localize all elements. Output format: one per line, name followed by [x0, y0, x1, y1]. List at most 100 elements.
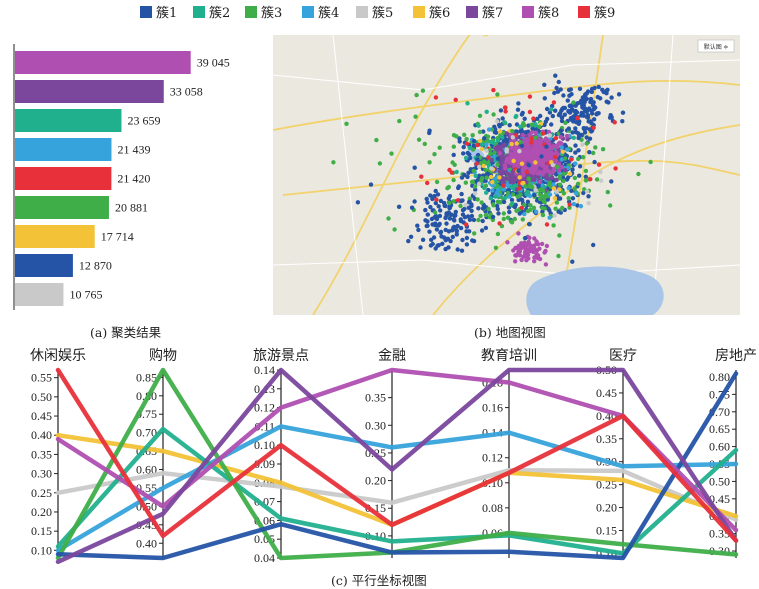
poi-point [462, 132, 467, 137]
bar-簇1 [15, 254, 73, 277]
map-control-label[interactable]: 默认图 ≑ [704, 43, 729, 51]
axis-tick-label: 0.16 [482, 401, 503, 415]
poi-point [551, 186, 557, 191]
poi-point [539, 241, 545, 247]
poi-point [458, 203, 463, 209]
poi-point [567, 109, 572, 114]
axis-tick-label: 0.50 [31, 390, 52, 404]
poi-point [397, 118, 402, 124]
poi-point [532, 140, 538, 145]
bar-value-label: 23 659 [127, 114, 160, 128]
map-control-box[interactable] [697, 39, 735, 53]
poi-point [592, 104, 597, 110]
poi-point [526, 123, 531, 128]
poi-point [575, 181, 581, 186]
poi-point [476, 181, 482, 187]
poi-point [502, 120, 507, 125]
poi-point [540, 212, 546, 218]
legend-swatch [302, 6, 314, 18]
poi-point [534, 241, 539, 247]
axis-tick-label: 0.07 [254, 495, 275, 509]
poi-point [609, 115, 614, 120]
caption-b: (b) 地图视图 [474, 325, 546, 340]
poi-point [528, 203, 533, 208]
poi-point [594, 177, 600, 182]
poi-point [491, 112, 496, 117]
poi-point [445, 236, 451, 241]
poi-point [518, 124, 523, 129]
poi-point [542, 96, 547, 101]
axis-tick-label: 0.20 [365, 474, 386, 488]
poi-point [453, 97, 458, 102]
poi-point [471, 217, 477, 223]
poi-point [520, 217, 525, 222]
poi-point [512, 216, 517, 222]
poi-point [480, 142, 485, 147]
map-control[interactable]: 默认图 ≑ [697, 39, 735, 53]
poi-point [454, 169, 459, 175]
legend-swatch [522, 6, 534, 18]
poi-point [475, 197, 480, 202]
poi-point [613, 166, 618, 171]
poi-point [408, 234, 414, 239]
poi-point [535, 116, 540, 122]
map-minor-roads [273, 35, 740, 315]
poi-point [531, 126, 537, 132]
poi-point [532, 193, 537, 198]
poi-point [464, 136, 469, 142]
poi-point [545, 116, 550, 122]
poi-point [513, 133, 519, 138]
poi-point [470, 133, 475, 138]
poi-point [483, 183, 489, 188]
poi-point [544, 106, 550, 112]
poi-point [507, 194, 512, 199]
poi-point [586, 201, 591, 206]
poi-point [462, 206, 467, 212]
poi-point [484, 175, 489, 180]
bar-value-label: 33 058 [170, 85, 203, 99]
poi-point [423, 207, 428, 213]
poi-point [470, 147, 476, 152]
poi-point [596, 162, 602, 167]
poi-point [433, 200, 438, 206]
poi-point [507, 123, 512, 128]
poi-point [580, 95, 586, 100]
poi-point [582, 109, 587, 114]
poi-point [595, 94, 600, 100]
poi-point [467, 145, 472, 151]
poi-point [544, 174, 549, 179]
poi-point [533, 130, 539, 135]
poi-point [497, 129, 503, 134]
poi-point [573, 112, 578, 118]
poi-point [529, 122, 535, 127]
poi-point [493, 130, 499, 135]
poi-point [514, 141, 519, 146]
poi-point [483, 178, 488, 184]
poi-point [495, 162, 500, 167]
map-view[interactable]: 默认图 ≑ [273, 35, 740, 315]
poi-point [513, 144, 518, 149]
poi-point [438, 229, 444, 235]
poi-point [576, 148, 581, 153]
poi-point [549, 122, 554, 127]
legend-label: 簇5 [372, 6, 394, 21]
poi-point [534, 252, 539, 257]
axis-label: 购物 [149, 348, 177, 364]
poi-point [529, 140, 534, 145]
axis-tick-label: 0.65 [709, 422, 730, 436]
poi-point [648, 159, 653, 165]
poi-point [554, 164, 560, 169]
poi-point [445, 186, 450, 191]
poi-point [563, 120, 568, 126]
poi-point [572, 186, 577, 191]
poi-point [579, 111, 584, 117]
poi-point [497, 221, 502, 226]
poi-point [450, 234, 455, 240]
parallel-coordinates-chart: 休闲娱乐 0.10 0.15 0.20 0.25 0.30 0.35 0.40 0.45 0.50… [30, 348, 757, 565]
poi-point [550, 162, 556, 168]
poi-point [505, 240, 510, 245]
poi-point [550, 169, 555, 175]
legend-item-7: 簇7 [466, 6, 503, 22]
poi-point [466, 205, 471, 210]
poi-point [546, 168, 551, 173]
